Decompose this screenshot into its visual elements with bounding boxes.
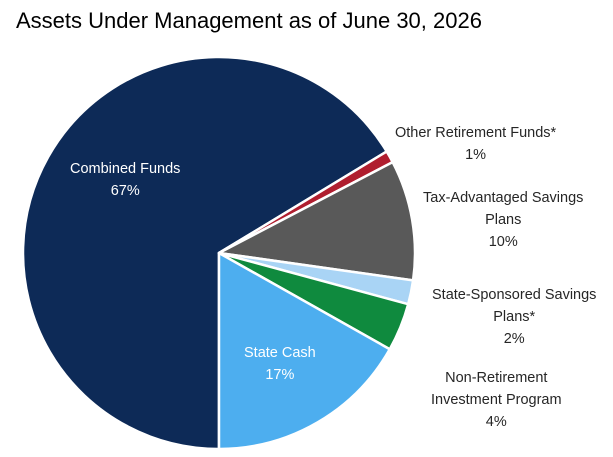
slice-label-line: State Cash bbox=[244, 345, 316, 361]
slice-label-combined-funds: Combined Funds 67% bbox=[70, 158, 180, 202]
pie-slice-combined-funds bbox=[21, 55, 388, 451]
slice-label-tax-advantaged-savings-plans: Tax-Advantaged Savings Plans 10% bbox=[423, 187, 583, 253]
slice-label-line: Tax-Advantaged Savings bbox=[423, 190, 584, 206]
pie-slice-tax-advantaged-savings-plans bbox=[217, 160, 417, 282]
slice-label-line: Plans* bbox=[493, 309, 536, 325]
slice-label-other-retirement-funds: Other Retirement Funds* 1% bbox=[395, 122, 556, 166]
slice-label-non-retirement-investment-program: Non-Retirement Investment Program 4% bbox=[431, 367, 562, 433]
pie-slice-state-cash bbox=[217, 251, 391, 451]
slice-label-line: Combined Funds bbox=[70, 161, 181, 177]
slice-label-line: State-Sponsored Savings bbox=[432, 287, 597, 303]
slice-label-line: Other Retirement Funds* bbox=[395, 125, 557, 141]
slice-label-state-sponsored-savings-plans: State-Sponsored Savings Plans* 2% bbox=[432, 284, 596, 350]
slice-label-line: Non-Retirement bbox=[445, 370, 548, 386]
slice-label-state-cash: State Cash 17% bbox=[244, 342, 316, 386]
slice-value-label: 67% bbox=[110, 183, 140, 199]
slice-value-label: 4% bbox=[485, 414, 507, 430]
slice-label-line: Plans bbox=[485, 212, 522, 228]
slice-value-label: 1% bbox=[465, 147, 487, 163]
slice-value-label: 2% bbox=[503, 331, 525, 347]
slice-value-label: 10% bbox=[488, 234, 518, 250]
chart-title: Assets Under Management as of June 30, 2… bbox=[16, 8, 482, 33]
slice-value-label: 17% bbox=[265, 367, 295, 383]
slice-label-line: Investment Program bbox=[431, 392, 562, 408]
